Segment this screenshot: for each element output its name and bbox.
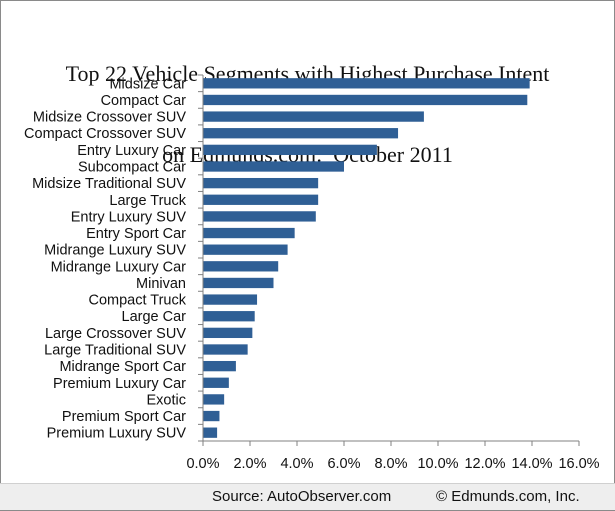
bar-midsize-crossover-suv (203, 111, 424, 122)
bar-premium-sport-car (203, 410, 220, 422)
bar-compact-truck (203, 294, 258, 305)
bar-midrange-luxury-car (203, 261, 279, 272)
bar-premium-luxury-car (203, 377, 229, 388)
bar-exotic (203, 394, 225, 405)
category-label: Compact Car (101, 93, 187, 109)
bar-minivan (203, 277, 274, 289)
bar-entry-luxury-car (203, 144, 377, 156)
category-label: Midrange Luxury SUV (44, 243, 186, 259)
x-tick-label: 8.0% (374, 456, 407, 472)
category-label: Midsize Crossover SUV (33, 110, 186, 126)
category-label: Large Truck (109, 193, 186, 209)
x-tick-label: 16.0% (558, 456, 599, 472)
category-label: Large Crossover SUV (45, 326, 186, 342)
category-label: Large Car (122, 309, 187, 325)
source-credit: Source: AutoObserver.com (212, 488, 392, 505)
x-tick-label: 6.0% (327, 456, 360, 472)
category-label: Midrange Sport Car (59, 359, 186, 375)
bar-entry-luxury-suv (203, 211, 316, 222)
bar-midrange-luxury-suv (203, 244, 288, 255)
category-label: Midsize Car (109, 76, 186, 92)
category-label: Large Traditional SUV (44, 343, 186, 359)
category-label: Compact Crossover SUV (24, 126, 186, 142)
footer-bar: Source: AutoObserver.com © Edmunds.com, … (0, 483, 615, 510)
bar-midsize-traditional-suv (203, 177, 319, 189)
category-label: Entry Luxury Car (77, 143, 186, 159)
bar-large-crossover-suv (203, 327, 253, 339)
x-tick-label: 12.0% (464, 456, 505, 472)
x-tick-label: 14.0% (511, 456, 552, 472)
category-label: Premium Sport Car (62, 409, 186, 425)
bar-compact-crossover-suv (203, 128, 399, 139)
bar-midrange-sport-car (203, 360, 236, 372)
category-label: Minivan (136, 276, 186, 292)
copyright-notice: © Edmunds.com, Inc. (436, 488, 580, 505)
category-label: Midrange Luxury Car (51, 259, 187, 275)
bar-midsize-car (203, 78, 530, 89)
bar-large-traditional-suv (203, 344, 248, 355)
x-tick-label: 0.0% (186, 456, 219, 472)
category-label: Premium Luxury SUV (47, 426, 187, 442)
category-label: Entry Luxury SUV (71, 209, 187, 225)
x-tick-label: 4.0% (280, 456, 313, 472)
category-label: Midsize Traditional SUV (32, 176, 186, 192)
bar-subcompact-car (203, 161, 344, 172)
bar-entry-sport-car (203, 227, 295, 239)
bar-premium-luxury-suv (203, 427, 218, 438)
bar-large-truck (203, 194, 319, 205)
bar-compact-car (203, 94, 528, 106)
category-label: Compact Truck (89, 293, 187, 309)
x-tick-label: 2.0% (233, 456, 266, 472)
bar-large-car (203, 311, 255, 322)
category-label: Entry Sport Car (86, 226, 186, 242)
category-label: Exotic (147, 392, 187, 408)
category-label: Subcompact Car (78, 160, 186, 176)
x-tick-label: 10.0% (417, 456, 458, 472)
category-label: Premium Luxury Car (53, 376, 186, 392)
